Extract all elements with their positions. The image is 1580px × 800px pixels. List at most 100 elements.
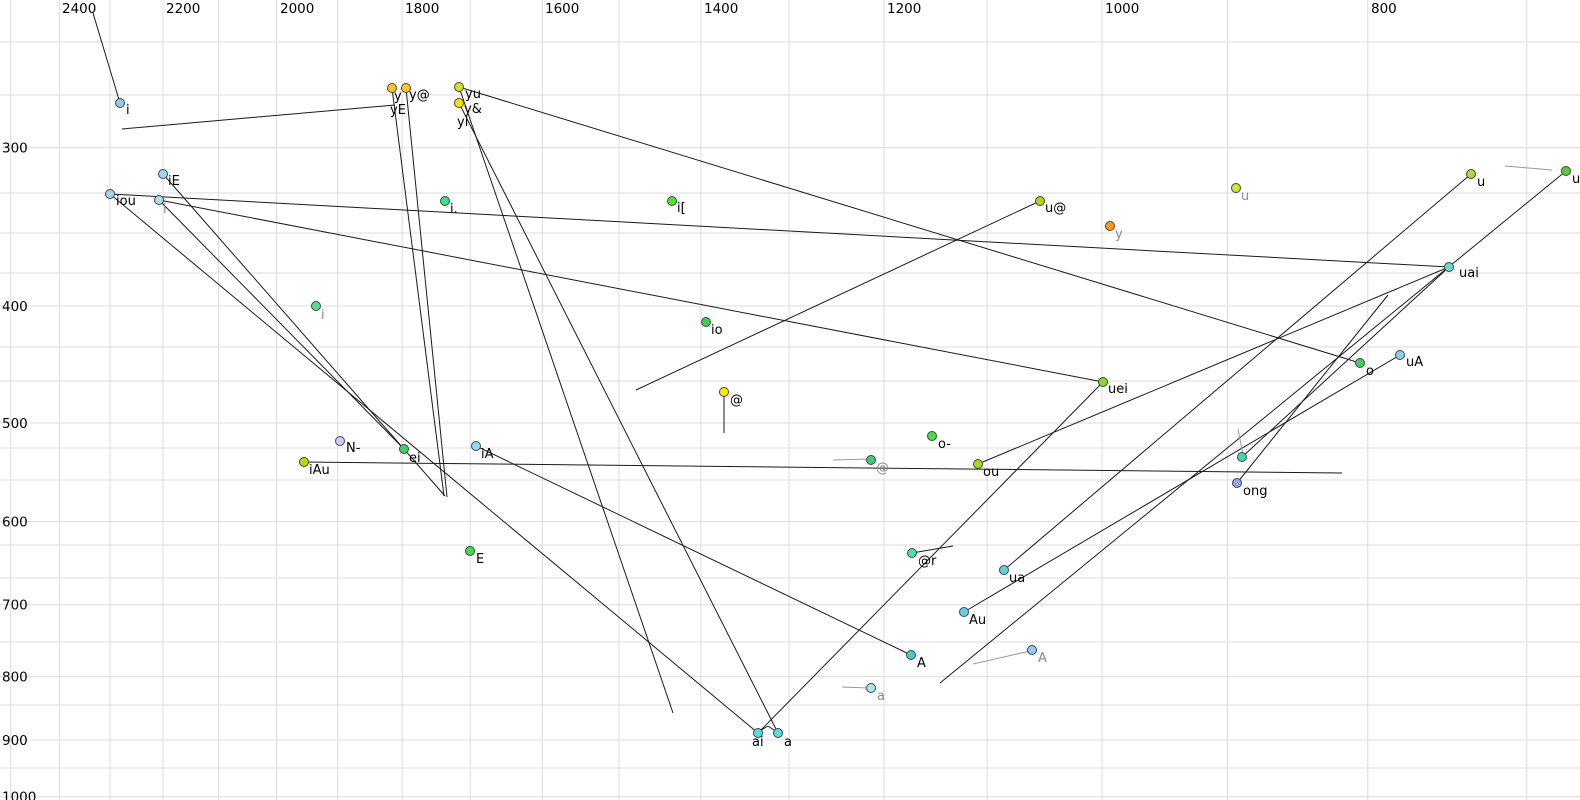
point-label-A: A (917, 656, 926, 671)
data-point-a_ghost[interactable] (866, 683, 876, 693)
point-label-i_lat: i[ (677, 201, 686, 216)
trajectory-line (757, 381, 1104, 734)
data-point-Au[interactable] (959, 607, 969, 617)
data-point-E[interactable] (465, 546, 475, 556)
point-label-schwa_r: @r (918, 554, 937, 569)
data-point-A_ghost[interactable] (1027, 645, 1037, 655)
trajectory-layer (92, 12, 1567, 734)
data-point-i_bar[interactable] (440, 196, 450, 206)
point-label-E: E (476, 552, 484, 567)
trajectory-line (121, 104, 396, 130)
axis-layer: 2400 2200 2000 1800 1600 1400 1200 1000 800 300 40… (2, 1, 1397, 800)
data-point-io[interactable] (701, 317, 711, 327)
data-point-schwa_mid[interactable] (719, 387, 729, 397)
point-label-iA: iA (481, 447, 494, 462)
data-point-u_back[interactable] (1561, 166, 1571, 176)
point-label-y: y (394, 89, 402, 104)
y-tick-label: 700 (2, 598, 28, 614)
gray-trajectory-line (1237, 428, 1244, 456)
data-point-ong_head[interactable] (1237, 452, 1247, 462)
data-point-iAu[interactable] (299, 457, 309, 467)
trajectory-line (405, 87, 448, 498)
point-label-u_mid: u (1477, 175, 1485, 190)
data-point-uei[interactable] (1098, 377, 1108, 387)
data-point-ei[interactable] (399, 444, 409, 454)
point-label-u_ghost: u (1241, 189, 1249, 204)
x-tick-label: 1800 (405, 1, 439, 17)
data-point-y[interactable] (387, 83, 397, 93)
point-label-iou: iou (116, 194, 136, 209)
point-label-ong: ong (1243, 484, 1267, 499)
data-point-iE[interactable] (158, 169, 168, 179)
x-tick-label: 800 (1371, 1, 1397, 17)
x-tick-label: 1400 (704, 1, 738, 17)
trajectory-line (109, 193, 1450, 268)
data-point-i_ghost2[interactable] (311, 301, 321, 311)
trajectory-line (939, 170, 1567, 684)
data-point-a[interactable] (773, 728, 783, 738)
point-label-i_front: i (126, 103, 130, 118)
data-point-o_minus[interactable] (927, 431, 937, 441)
point-label-y_schwa: y@ (409, 88, 430, 103)
point-label-u_back: u (1572, 172, 1580, 187)
data-point-ua[interactable] (999, 565, 1009, 575)
point-label-A_ghost: A (1038, 651, 1047, 666)
x-tick-label: 2000 (280, 1, 314, 17)
trajectory-line (963, 354, 1401, 613)
data-point-iA[interactable] (471, 441, 481, 451)
data-point-uA[interactable] (1395, 350, 1405, 360)
trajectory-line (391, 87, 445, 497)
data-point-N_minus[interactable] (335, 436, 345, 446)
data-point-uai[interactable] (1444, 262, 1454, 272)
data-point-ai[interactable] (753, 728, 763, 738)
point-label-iE: iE (168, 174, 180, 189)
point-label-i_ghost: i (163, 202, 167, 217)
data-point-A[interactable] (906, 650, 916, 660)
data-point-o[interactable] (1355, 358, 1365, 368)
point-label-ai: ai (752, 735, 764, 750)
x-tick-label: 1600 (545, 1, 579, 17)
data-point-u_mid[interactable] (1466, 169, 1476, 179)
data-point-ong[interactable] (1232, 478, 1242, 488)
data-point-y_amp[interactable] (454, 98, 464, 108)
gray-trajectory-line (1504, 165, 1553, 171)
x-tick-label: 1200 (887, 1, 921, 17)
trajectory-line (458, 86, 1361, 364)
trajectory-line (1236, 294, 1389, 484)
y-tick-label: 900 (2, 733, 28, 749)
point-label-y_ghost: y (1115, 227, 1123, 242)
gray-trajectory-line (841, 686, 869, 689)
data-point-i_front[interactable] (115, 98, 125, 108)
data-point-i_lat[interactable] (667, 196, 677, 206)
trajectory-line (1003, 173, 1472, 571)
data-point-u_schwa[interactable] (1035, 196, 1045, 206)
point-label-a_ghost: a (877, 689, 885, 704)
point-label-io: io (711, 323, 723, 338)
data-point-ou[interactable] (973, 459, 983, 469)
trajectory-line (977, 266, 1450, 465)
trajectory-line (158, 199, 405, 450)
data-point-y_ghost[interactable] (1105, 221, 1115, 231)
data-point-u_ghost[interactable] (1231, 183, 1241, 193)
trajectory-line (475, 445, 912, 656)
data-point-yu[interactable] (454, 82, 464, 92)
point-label-ei: ei (409, 451, 421, 466)
y-tick-label: 600 (2, 515, 28, 531)
y-tick-label: 300 (2, 141, 28, 157)
point-label-i_ghost2: i (321, 308, 325, 323)
point-label-uA: uA (1406, 355, 1423, 370)
point-label-schwa_mid: @ (730, 393, 743, 408)
data-point-i_ghost[interactable] (154, 195, 164, 205)
trajectory-line (635, 200, 1041, 391)
data-point-iou[interactable] (105, 189, 115, 199)
point-label-y_amp: y& (464, 102, 482, 117)
data-point-y_schwa[interactable] (401, 83, 411, 93)
data-point-schwa_ghost[interactable] (866, 455, 876, 465)
y-tick-label: 400 (2, 299, 28, 315)
y-tick-label: 800 (2, 670, 28, 686)
point-layer (105, 82, 1571, 738)
trajectory-line (1241, 266, 1450, 458)
data-point-schwa_r[interactable] (907, 548, 917, 558)
